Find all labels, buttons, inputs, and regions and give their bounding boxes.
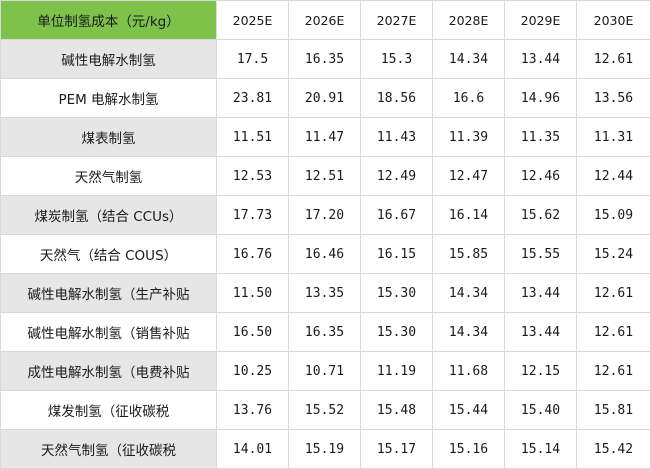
row-label: 成性电解水制氢（电费补贴 [1, 352, 217, 391]
cost-value-cell: 17.5 [217, 40, 289, 79]
cost-value-cell: 11.50 [217, 274, 289, 313]
corner-header: 单位制氢成本（元/kg） [1, 1, 217, 40]
row-label: 碱性电解水制氢（生产补贴 [1, 274, 217, 313]
cost-value-cell: 10.25 [217, 352, 289, 391]
cost-value-cell: 14.01 [217, 430, 289, 469]
cost-value-cell: 13.44 [505, 313, 577, 352]
cost-value-cell: 14.34 [433, 274, 505, 313]
cost-value-cell: 17.73 [217, 196, 289, 235]
cost-value-cell: 20.91 [289, 79, 361, 118]
cost-value-cell: 12.49 [361, 157, 433, 196]
cost-value-cell: 15.62 [505, 196, 577, 235]
cost-value-cell: 11.43 [361, 118, 433, 157]
year-header: 2028E [433, 1, 505, 40]
cost-value-cell: 23.81 [217, 79, 289, 118]
row-label: 天然气制氢 [1, 157, 217, 196]
row-label: 碱性电解水制氢（销售补贴 [1, 313, 217, 352]
year-header: 2030E [577, 1, 650, 40]
cost-value-cell: 12.61 [577, 313, 650, 352]
cost-value-cell: 12.61 [577, 352, 650, 391]
cost-value-cell: 16.6 [433, 79, 505, 118]
cost-value-cell: 11.19 [361, 352, 433, 391]
cost-value-cell: 16.35 [289, 313, 361, 352]
cost-value-cell: 14.96 [505, 79, 577, 118]
cost-value-cell: 11.31 [577, 118, 650, 157]
cost-value-cell: 15.16 [433, 430, 505, 469]
cost-value-cell: 14.34 [433, 313, 505, 352]
cost-value-cell: 15.55 [505, 235, 577, 274]
cost-value-cell: 15.19 [289, 430, 361, 469]
cost-value-cell: 15.24 [577, 235, 650, 274]
cost-value-cell: 18.56 [361, 79, 433, 118]
cost-value-cell: 12.46 [505, 157, 577, 196]
row-label: 煤表制氢 [1, 118, 217, 157]
cost-value-cell: 13.35 [289, 274, 361, 313]
cost-value-cell: 13.56 [577, 79, 650, 118]
cost-value-cell: 16.14 [433, 196, 505, 235]
cost-value-cell: 11.39 [433, 118, 505, 157]
year-header: 2026E [289, 1, 361, 40]
cost-value-cell: 16.46 [289, 235, 361, 274]
cost-value-cell: 15.17 [361, 430, 433, 469]
cost-value-cell: 15.30 [361, 274, 433, 313]
cost-value-cell: 15.48 [361, 391, 433, 430]
cost-value-cell: 15.3 [361, 40, 433, 79]
cost-value-cell: 12.44 [577, 157, 650, 196]
cost-value-cell: 15.30 [361, 313, 433, 352]
cost-value-cell: 15.44 [433, 391, 505, 430]
cost-value-cell: 12.53 [217, 157, 289, 196]
cost-value-cell: 12.61 [577, 40, 650, 79]
year-header: 2029E [505, 1, 577, 40]
cost-value-cell: 15.09 [577, 196, 650, 235]
cost-value-cell: 13.44 [505, 40, 577, 79]
cost-value-cell: 13.44 [505, 274, 577, 313]
row-label: 天然气制氢（征收碳税 [1, 430, 217, 469]
row-label: 煤炭制氢（结合 CCUs） [1, 196, 217, 235]
cost-value-cell: 11.68 [433, 352, 505, 391]
cost-value-cell: 16.67 [361, 196, 433, 235]
cost-value-cell: 12.47 [433, 157, 505, 196]
row-label: 煤发制氢（征收碳税 [1, 391, 217, 430]
cost-value-cell: 12.15 [505, 352, 577, 391]
cost-value-cell: 15.14 [505, 430, 577, 469]
row-label: PEM 电解水制氢 [1, 79, 217, 118]
cost-value-cell: 11.35 [505, 118, 577, 157]
cost-value-cell: 15.42 [577, 430, 650, 469]
cost-value-cell: 15.52 [289, 391, 361, 430]
cost-value-cell: 15.40 [505, 391, 577, 430]
cost-value-cell: 17.20 [289, 196, 361, 235]
cost-value-cell: 11.51 [217, 118, 289, 157]
cost-value-cell: 10.71 [289, 352, 361, 391]
cost-value-cell: 14.34 [433, 40, 505, 79]
year-header: 2027E [361, 1, 433, 40]
cost-value-cell: 16.76 [217, 235, 289, 274]
year-header: 2025E [217, 1, 289, 40]
cost-value-cell: 15.81 [577, 391, 650, 430]
cost-value-cell: 15.85 [433, 235, 505, 274]
cost-value-cell: 16.35 [289, 40, 361, 79]
cost-value-cell: 12.61 [577, 274, 650, 313]
cost-value-cell: 12.51 [289, 157, 361, 196]
row-label: 天然气（结合 COUS） [1, 235, 217, 274]
cost-value-cell: 13.76 [217, 391, 289, 430]
cost-value-cell: 16.50 [217, 313, 289, 352]
cost-value-cell: 11.47 [289, 118, 361, 157]
row-label: 碱性电解水制氢 [1, 40, 217, 79]
cost-value-cell: 16.15 [361, 235, 433, 274]
header-row: 单位制氢成本（元/kg） 2025E 2026E 2027E 2028E 202… [1, 1, 650, 40]
